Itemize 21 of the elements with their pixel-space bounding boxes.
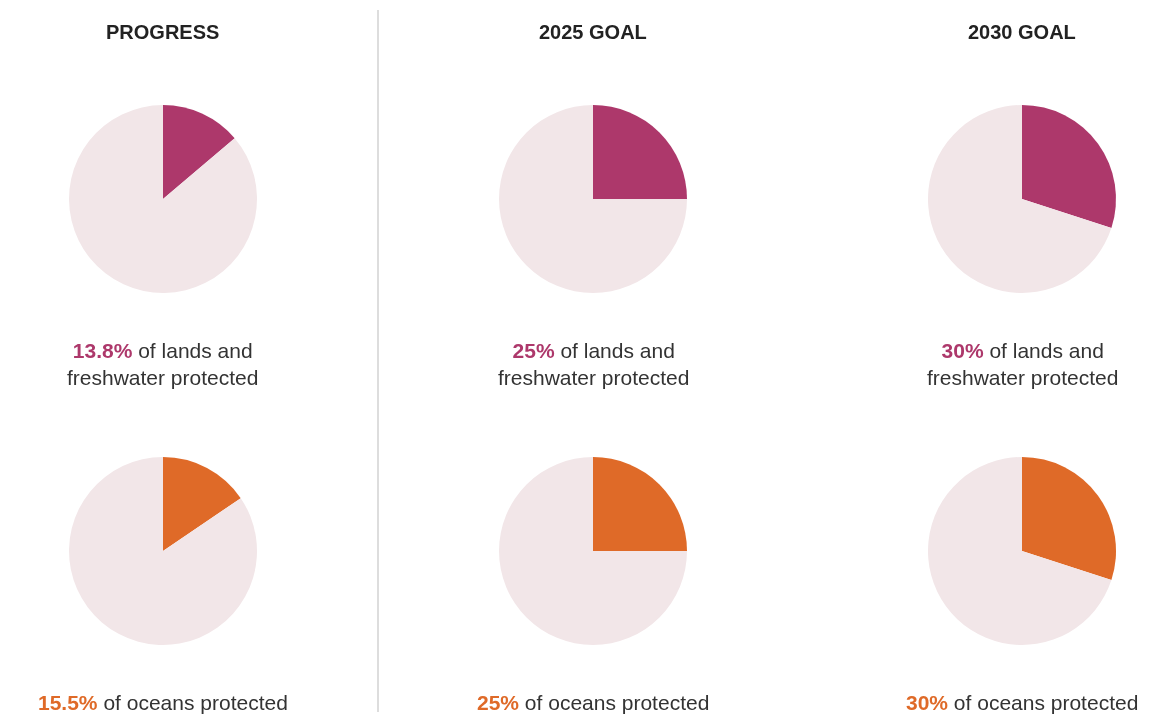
pie-slice bbox=[163, 105, 235, 199]
chart-title: 2030 GOAL bbox=[968, 21, 1076, 43]
text: 25% of lands and freshwater protected bbox=[498, 339, 690, 390]
text: 30% of oceans protected bbox=[906, 691, 1139, 714]
pie-slice bbox=[928, 105, 1112, 293]
chart-title: 2025 GOAL bbox=[539, 21, 647, 43]
chart-title: PROGRESS bbox=[106, 21, 220, 43]
pie-slice bbox=[499, 105, 687, 293]
pie-slice bbox=[928, 457, 1112, 645]
pie-slice bbox=[593, 105, 687, 199]
pie-slice bbox=[593, 457, 687, 551]
text: 30% of lands and freshwater protected bbox=[927, 339, 1119, 390]
text: 15.5% of oceans protected bbox=[38, 691, 288, 714]
pie-slice bbox=[1022, 457, 1116, 581]
pie-slice bbox=[499, 457, 687, 645]
pie-slice bbox=[69, 105, 257, 293]
pie-slice bbox=[1022, 105, 1116, 229]
pie-slice bbox=[69, 457, 257, 645]
text: 25% of oceans protected bbox=[477, 691, 710, 714]
text: 13.8% of lands and freshwater protected bbox=[67, 339, 259, 390]
pie-slice bbox=[163, 457, 241, 551]
